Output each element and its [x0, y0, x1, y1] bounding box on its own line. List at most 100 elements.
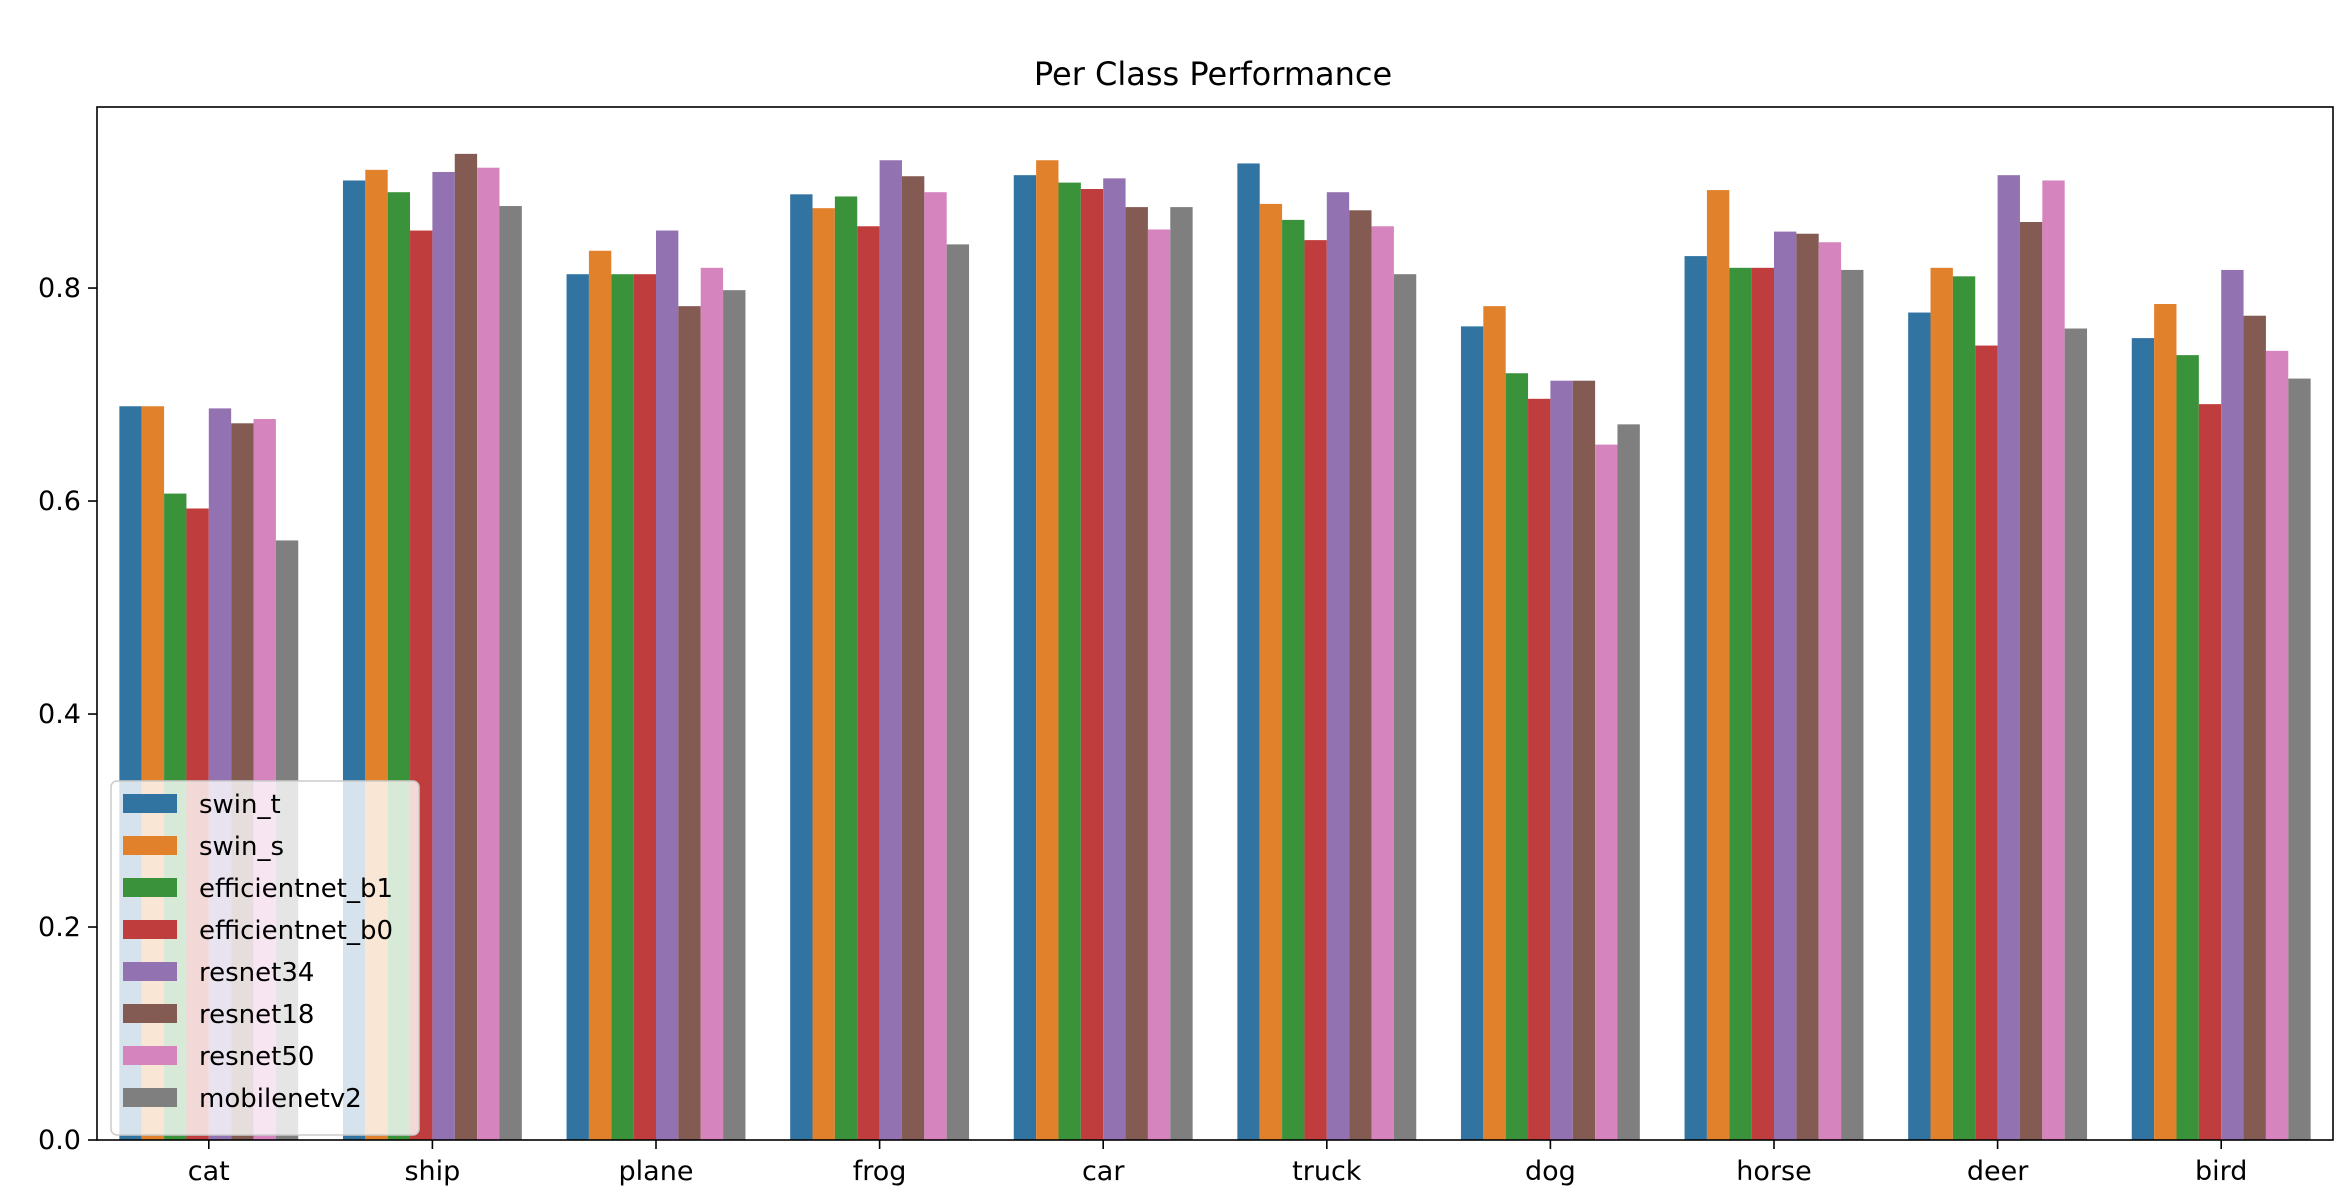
bar-car-efficientnet_b0: [1080, 189, 1104, 1140]
x-tick-label: plane: [619, 1156, 694, 1187]
legend-label-resnet34: resnet34: [199, 958, 314, 988]
bars-layer: [119, 153, 2311, 1141]
legend-label-efficientnet_b0: efficientnet_b0: [199, 916, 393, 946]
bar-plane-swin_t: [566, 274, 589, 1140]
bar-deer-mobilenetv2: [2064, 328, 2088, 1140]
bar-plane-mobilenetv2: [723, 290, 746, 1140]
bar-dog-efficientnet_b0: [1528, 398, 1551, 1140]
y-tick-label: 0.4: [38, 699, 81, 730]
x-tick-label: ship: [404, 1156, 460, 1187]
y-tick-label: 0.2: [38, 912, 81, 943]
y-tick-label: 0.8: [38, 273, 81, 304]
x-tick-label: cat: [188, 1156, 230, 1187]
bar-truck-efficientnet_b1: [1282, 219, 1305, 1140]
bar-bird-efficientnet_b1: [2176, 355, 2199, 1140]
plot-frame: [96, 106, 2334, 1141]
bar-car-efficientnet_b1: [1058, 182, 1081, 1141]
bar-frog-efficientnet_b0: [857, 226, 880, 1140]
bar-frog-resnet34: [879, 160, 902, 1140]
bar-horse-swin_s: [1706, 190, 1730, 1140]
bar-car-mobilenetv2: [1170, 207, 1193, 1141]
bar-dog-resnet50: [1595, 444, 1618, 1141]
bar-frog-swin_t: [790, 194, 813, 1140]
bar-horse-efficientnet_b0: [1751, 267, 1774, 1140]
legend-swatch-efficientnet_b0: [123, 920, 177, 939]
legend-swatch-efficientnet_b1: [123, 878, 177, 897]
bar-truck-resnet18: [1349, 210, 1372, 1141]
x-tick-label: frog: [853, 1156, 907, 1187]
bar-horse-resnet18: [1796, 233, 1819, 1141]
legend-label-mobilenetv2: mobilenetv2: [199, 1084, 362, 1114]
bar-horse-efficientnet_b1: [1729, 267, 1752, 1140]
bar-dog-efficientnet_b1: [1505, 373, 1529, 1140]
legend-swatch-resnet34: [123, 962, 177, 981]
bar-ship-mobilenetv2: [499, 206, 522, 1141]
bar-truck-swin_s: [1259, 203, 1283, 1140]
x-tick-label: horse: [1736, 1156, 1811, 1187]
bar-truck-swin_t: [1237, 163, 1260, 1140]
bar-dog-resnet34: [1550, 380, 1573, 1140]
legend-label-resnet18: resnet18: [199, 1000, 314, 1030]
bar-bird-efficientnet_b0: [2198, 404, 2222, 1140]
bar-truck-resnet34: [1326, 192, 1350, 1140]
legend-label-efficientnet_b1: efficientnet_b1: [199, 874, 393, 904]
bar-plane-efficientnet_b1: [611, 274, 634, 1140]
bar-plane-resnet18: [678, 306, 701, 1140]
bar-frog-mobilenetv2: [946, 244, 970, 1140]
bar-car-resnet34: [1103, 178, 1126, 1141]
bar-bird-resnet50: [2265, 350, 2289, 1140]
bar-horse-resnet34: [1774, 231, 1797, 1141]
bar-bird-swin_s: [2154, 304, 2177, 1140]
legend-swatch-resnet18: [123, 1004, 177, 1023]
bar-ship-resnet34: [432, 171, 455, 1140]
legend-swatch-swin_t: [123, 794, 177, 813]
y-tick-label: 0.6: [38, 486, 81, 517]
bar-bird-resnet34: [2221, 269, 2244, 1140]
bar-frog-resnet50: [924, 192, 947, 1140]
bar-horse-swin_t: [1684, 256, 1707, 1141]
x-tick-label: bird: [2195, 1156, 2247, 1187]
y-tick-label: 0.0: [38, 1125, 81, 1156]
bar-car-resnet18: [1125, 207, 1148, 1141]
x-tick-label: deer: [1967, 1156, 2029, 1187]
legend-box: [110, 780, 420, 1136]
legend-swatch-swin_s: [123, 836, 177, 855]
axes-layer: 0.0 0.2 0.4 0.6 0.8 cat ship plane frog car truck d…: [38, 106, 2334, 1187]
bar-horse-resnet50: [1818, 242, 1842, 1140]
bar-frog-swin_s: [812, 208, 835, 1141]
legend-label-resnet50: resnet50: [199, 1042, 314, 1072]
bar-deer-efficientnet_b1: [1952, 276, 1976, 1141]
bar-plane-efficientnet_b0: [633, 274, 656, 1140]
bar-truck-mobilenetv2: [1393, 274, 1417, 1140]
legend-label-swin_s: swin_s: [199, 832, 284, 862]
bar-deer-resnet50: [2042, 180, 2065, 1141]
bar-dog-swin_t: [1460, 326, 1484, 1140]
legend: swin_t swin_s efficientnet_b1 efficientnet_…: [110, 780, 420, 1136]
bar-car-resnet50: [1147, 229, 1171, 1141]
x-tick-label: car: [1082, 1156, 1125, 1187]
bar-plane-resnet34: [656, 230, 679, 1140]
bar-dog-resnet18: [1572, 380, 1596, 1140]
bar-deer-swin_t: [1908, 312, 1931, 1140]
bar-deer-swin_s: [1930, 267, 1953, 1140]
bar-bird-swin_t: [2131, 338, 2155, 1141]
bar-dog-mobilenetv2: [1617, 424, 1640, 1141]
x-tick-label: truck: [1292, 1156, 1362, 1187]
bar-plane-swin_s: [588, 250, 612, 1140]
legend-label-swin_t: swin_t: [199, 790, 281, 820]
x-tick-label: dog: [1525, 1156, 1576, 1187]
chart-title: Per Class Performance: [1034, 55, 1392, 93]
bar-bird-mobilenetv2: [2288, 378, 2311, 1140]
bar-frog-resnet18: [901, 176, 925, 1141]
bar-car-swin_t: [1013, 175, 1037, 1140]
bar-horse-mobilenetv2: [1841, 269, 1864, 1140]
bar-dog-swin_s: [1483, 306, 1506, 1140]
bar-ship-resnet18: [454, 153, 478, 1141]
bar-plane-resnet50: [700, 267, 724, 1140]
legend-swatch-mobilenetv2: [123, 1088, 177, 1107]
bar-car-swin_s: [1036, 160, 1059, 1140]
bar-truck-efficientnet_b0: [1304, 240, 1327, 1140]
bar-bird-resnet18: [2243, 315, 2266, 1141]
legend-swatch-resnet50: [123, 1046, 177, 1065]
